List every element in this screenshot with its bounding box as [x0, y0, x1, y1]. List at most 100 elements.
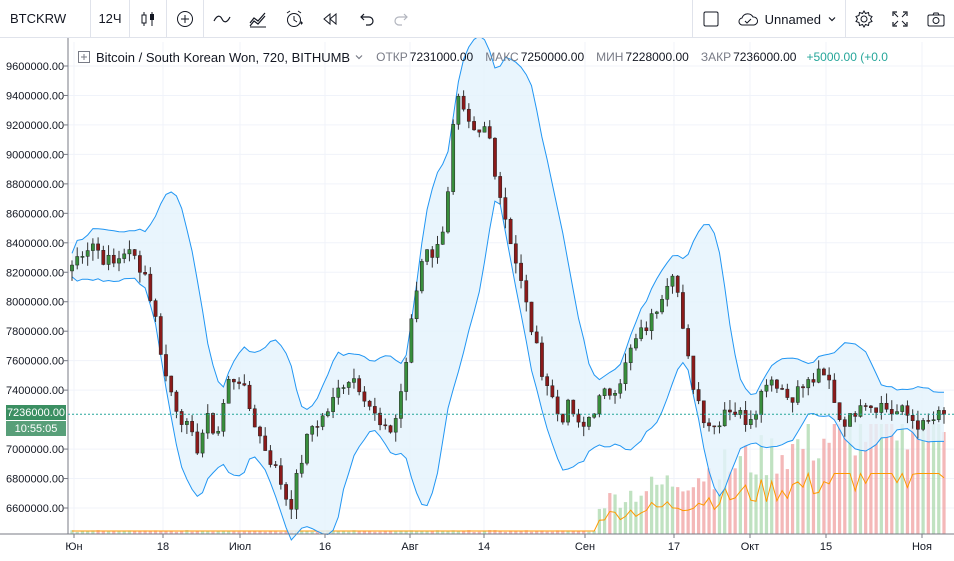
candle-body [587, 416, 591, 427]
candle-body [75, 256, 80, 266]
volume-bar [884, 424, 889, 534]
price-tick-label: 9600000.00 [6, 61, 64, 73]
add-indicator-button[interactable] [167, 0, 203, 38]
price-tick-label: 7600000.00 [6, 356, 64, 368]
candles-icon [141, 11, 154, 26]
candle-body [540, 342, 544, 377]
candle-body [816, 368, 821, 383]
compare-icon [213, 15, 231, 22]
bar-countdown-label: 10:55:05 [6, 421, 66, 436]
candle-body [101, 250, 106, 265]
candle-body [916, 420, 920, 430]
candle-body [430, 249, 435, 258]
candle-body [211, 413, 215, 434]
volume-bar [399, 530, 403, 534]
volume-bar [247, 531, 252, 534]
indicators-button[interactable] [240, 0, 276, 38]
volume-bar [712, 489, 716, 534]
candle-body [524, 280, 529, 303]
volume-bar [655, 484, 659, 534]
candle-body [942, 410, 946, 415]
interval-button[interactable]: 12Ч [98, 11, 122, 26]
volume-bar [180, 530, 184, 534]
price-tick-label: 6800000.00 [6, 474, 64, 486]
candle-body [336, 387, 341, 398]
candle-body [231, 379, 236, 383]
layout-name-button[interactable]: Unnamed [729, 0, 845, 38]
symbol-search-button[interactable]: BTCKRW [10, 11, 67, 26]
redo-button[interactable] [384, 0, 420, 38]
candle-body [477, 129, 482, 133]
candle-body [686, 328, 691, 357]
candle-body [691, 355, 696, 390]
candle-body [581, 421, 586, 427]
volume-bar [691, 487, 695, 534]
candle-body [435, 244, 440, 258]
candle-body [795, 386, 800, 403]
volume-bar [817, 458, 821, 534]
candle-body [132, 249, 137, 256]
volume-bar [796, 439, 800, 534]
layout-name: Unnamed [764, 11, 821, 27]
candle-body [534, 331, 539, 344]
undo-button[interactable] [348, 0, 384, 38]
settings-button[interactable] [846, 0, 882, 38]
candle-body [728, 409, 732, 413]
candle-body [513, 243, 518, 264]
candle-body [294, 473, 299, 510]
volume-bar [550, 531, 555, 534]
layout-icon [703, 11, 719, 27]
volume-bar [905, 449, 910, 534]
price-tick-label: 7400000.00 [6, 385, 64, 397]
price-tick-label: 9000000.00 [6, 149, 64, 161]
time-tick-label: 15 [820, 541, 832, 553]
chart-pane[interactable]: 9600000.00 9400000.00 9200000.00 9000000.00… [0, 35, 954, 556]
volume-bar [592, 530, 596, 534]
compare-button[interactable] [204, 0, 240, 38]
fullscreen-button[interactable] [882, 0, 918, 38]
price-tick-label: 8200000.00 [6, 267, 64, 279]
alert-button[interactable] [276, 0, 312, 38]
more-icon[interactable] [354, 52, 364, 62]
candle-body [466, 108, 471, 122]
volume-bar [159, 530, 163, 534]
candle-body [472, 121, 476, 131]
volume-bar [790, 444, 795, 534]
candle-body [284, 484, 288, 500]
candle-body [315, 426, 320, 428]
candle-body [278, 465, 283, 485]
replay-button[interactable] [312, 0, 348, 38]
volume-bar [780, 455, 784, 534]
candle-body [848, 413, 852, 427]
volume-bar [472, 531, 476, 534]
candle-body [289, 499, 294, 510]
alert-icon [286, 10, 303, 27]
candle-body [863, 405, 868, 407]
volume-bar [96, 530, 100, 534]
candle-body [571, 399, 576, 415]
collapse-legend-icon[interactable] [78, 51, 90, 63]
volume-bar [764, 475, 769, 534]
layout-button[interactable] [693, 0, 729, 38]
candle-body [70, 264, 74, 272]
volume-bar [639, 495, 643, 534]
candle-body [811, 379, 816, 383]
candle-body [179, 411, 184, 425]
volume-bar [75, 531, 79, 534]
price-chart[interactable]: 9600000.00 9400000.00 9200000.00 9000000.00… [0, 35, 954, 556]
volume-bar [942, 431, 946, 534]
candle-body [273, 464, 278, 466]
volume-bar [623, 502, 628, 534]
volume-bar [91, 530, 95, 534]
candle-body [200, 432, 205, 454]
candle-body [158, 316, 163, 355]
volume-bar [200, 531, 205, 534]
volume-bar [916, 424, 920, 534]
chart-type-button[interactable] [130, 0, 166, 38]
volume-bar [185, 530, 189, 534]
volume-bar [70, 530, 74, 534]
snapshot-button[interactable] [918, 0, 954, 38]
candle-body [117, 258, 121, 264]
candle-body [346, 382, 351, 388]
band-lower-line [71, 200, 944, 541]
